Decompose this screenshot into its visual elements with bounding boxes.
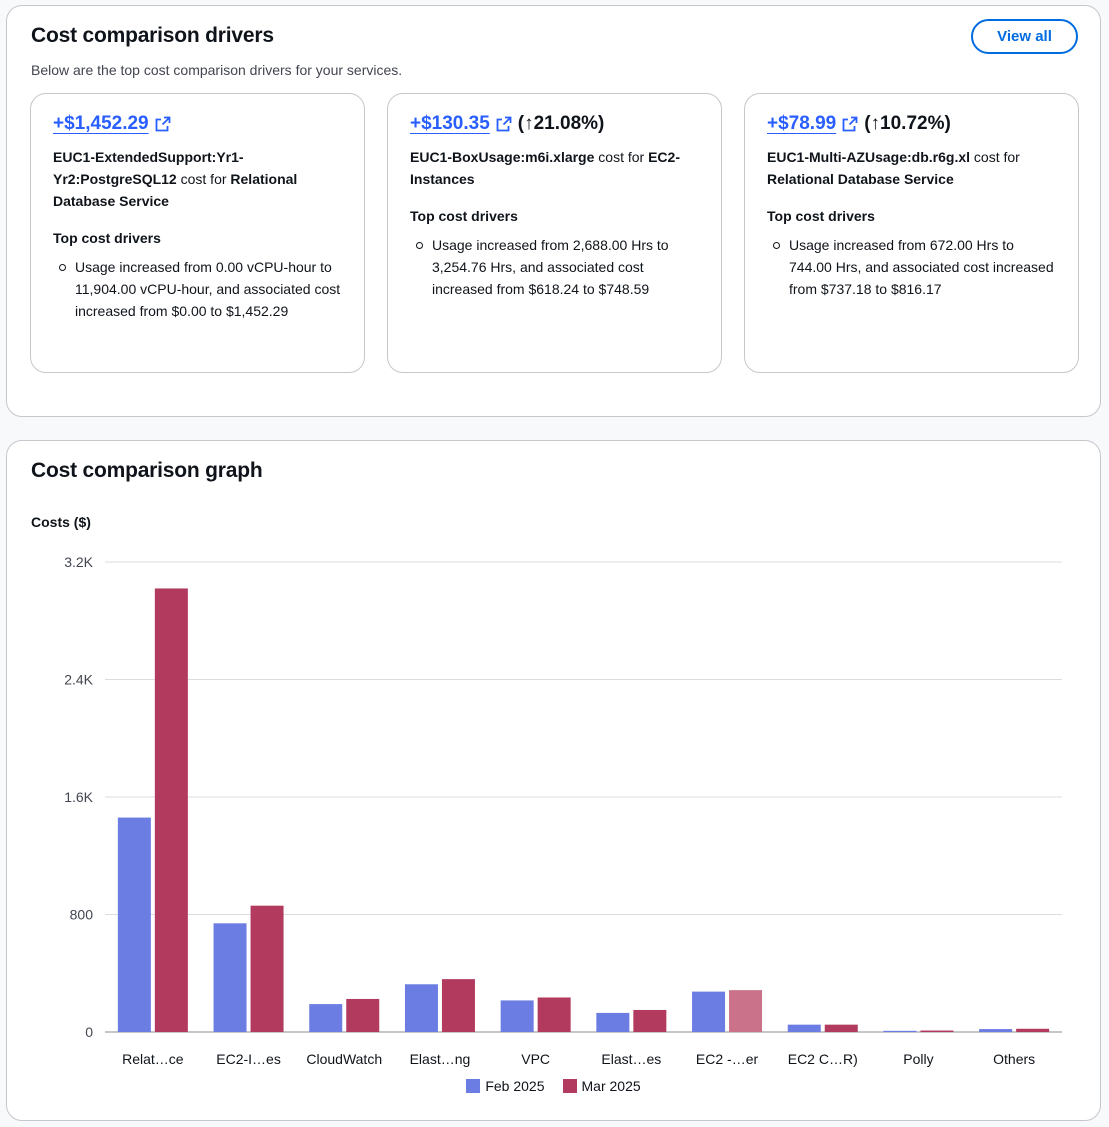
cost-for-text: cost for (594, 149, 649, 165)
bar[interactable] (309, 1004, 343, 1032)
legend-swatch (562, 1079, 577, 1093)
driver-card-2: +$130.35 (↑21.08%) EUC1-BoxUsage:m6i.xla… (387, 93, 722, 373)
bar[interactable] (979, 1029, 1013, 1032)
bar[interactable] (441, 979, 475, 1032)
graph-title: Cost comparison graph (31, 459, 263, 482)
usage-type: EUC1-Multi-AZUsage:db.r6g.xl (767, 149, 971, 165)
usage-type: EUC1-BoxUsage:m6i.xlarge (410, 149, 595, 165)
external-link-icon[interactable] (842, 116, 858, 132)
bar[interactable] (537, 997, 571, 1032)
usage-type: EUC1-ExtendedSupport:Yr1-Yr2:PostgreSQL1… (53, 149, 244, 187)
bar[interactable] (1016, 1028, 1050, 1032)
cost-for-text: cost for (176, 171, 231, 187)
list-item: Usage increased from 672.00 Hrs to 744.0… (773, 234, 1056, 300)
y-tick-label: 800 (70, 907, 94, 923)
legend-item-mar[interactable]: Mar 2025 (562, 1078, 641, 1094)
external-link-icon[interactable] (496, 116, 512, 132)
chart-legend: Feb 2025 Mar 2025 (7, 1078, 1100, 1094)
legend-item-feb[interactable]: Feb 2025 (466, 1078, 545, 1094)
bar[interactable] (346, 998, 380, 1032)
cost-drivers-panel: Cost comparison drivers Below are the to… (6, 5, 1101, 417)
x-tick-label: Elast…ng (410, 1051, 471, 1067)
bar[interactable] (824, 1024, 858, 1032)
bar[interactable] (692, 991, 726, 1032)
bar[interactable] (117, 817, 151, 1032)
driver-amount-link[interactable]: +$78.99 (767, 113, 837, 134)
y-tick-label: 3.2K (64, 554, 93, 570)
top-cost-drivers-heading: Top cost drivers (767, 208, 875, 224)
bar[interactable] (729, 990, 763, 1032)
list-item: Usage increased from 0.00 vCPU-hour to 1… (59, 256, 342, 322)
driver-description: EUC1-ExtendedSupport:Yr1-Yr2:PostgreSQL1… (53, 146, 342, 212)
y-tick-label: 2.4K (64, 672, 93, 688)
bar[interactable] (500, 1000, 534, 1032)
drivers-title: Cost comparison drivers (31, 24, 274, 47)
driver-amount-link[interactable]: +$130.35 (410, 113, 490, 134)
x-tick-label: Polly (903, 1051, 933, 1067)
external-link-icon[interactable] (155, 116, 171, 132)
driver-description: EUC1-Multi-AZUsage:db.r6g.xl cost for Re… (767, 146, 1056, 190)
top-cost-drivers-heading: Top cost drivers (53, 230, 161, 246)
drivers-description: Below are the top cost comparison driver… (31, 62, 403, 78)
cost-comparison-chart: Costs ($) 0 800 1.6K 2.4K 3.2K Relat…ce EC2-I…e… (31, 514, 1062, 1067)
x-tick-label: EC2 -…er (696, 1051, 759, 1067)
bar[interactable] (596, 1012, 630, 1032)
y-tick-label: 1.6K (64, 789, 93, 805)
bar[interactable] (787, 1024, 821, 1032)
bar[interactable] (250, 905, 284, 1032)
legend-swatch (466, 1079, 481, 1093)
bar[interactable] (883, 1030, 917, 1032)
top-cost-drivers-heading: Top cost drivers (410, 208, 518, 224)
driver-card-1: +$1,452.29 EUC1-ExtendedSupport:Yr1-Yr2:… (30, 93, 365, 373)
y-axis-title: Costs ($) (31, 514, 91, 530)
bar[interactable] (633, 1009, 667, 1032)
driver-description: EUC1-BoxUsage:m6i.xlarge cost for EC2-In… (410, 146, 699, 190)
x-tick-label: Others (993, 1051, 1035, 1067)
legend-label: Mar 2025 (581, 1078, 641, 1094)
service-name: EC2-Instances (410, 149, 680, 187)
x-tick-label: Relat…ce (122, 1051, 184, 1067)
x-tick-label: EC2-I…es (216, 1051, 281, 1067)
legend-label: Feb 2025 (485, 1078, 545, 1094)
cost-drivers-list: Usage increased from 0.00 vCPU-hour to 1… (53, 256, 342, 322)
list-item: Usage increased from 2,688.00 Hrs to 3,2… (416, 234, 699, 300)
cost-drivers-list: Usage increased from 672.00 Hrs to 744.0… (767, 234, 1056, 300)
bar[interactable] (154, 588, 188, 1032)
bar[interactable] (404, 984, 438, 1032)
driver-amount-link[interactable]: +$1,452.29 (53, 113, 149, 134)
x-tick-label: EC2 C…R) (788, 1051, 858, 1067)
x-tick-label: VPC (521, 1051, 550, 1067)
driver-change-percent: (↑21.08%) (517, 113, 605, 134)
cost-drivers-list: Usage increased from 2,688.00 Hrs to 3,2… (410, 234, 699, 300)
driver-change-percent: (↑10.72%) (864, 113, 951, 134)
service-name: Relational Database Service (53, 171, 298, 209)
bar[interactable] (213, 923, 247, 1032)
y-tick-label: 0 (85, 1024, 93, 1040)
driver-card-3: +$78.99 (↑10.72%) EUC1-Multi-AZUsage:db.… (744, 93, 1079, 373)
cost-graph-panel: Cost comparison graph Costs ($) 0 800 1.6K 2… (6, 440, 1101, 1121)
cost-for-text: cost for (970, 149, 1020, 165)
x-tick-label: CloudWatch (306, 1051, 382, 1067)
x-tick-label: Elast…es (601, 1051, 661, 1067)
service-name: Relational Database Service (767, 171, 954, 187)
bar[interactable] (920, 1030, 954, 1032)
view-all-button[interactable]: View all (971, 19, 1078, 54)
